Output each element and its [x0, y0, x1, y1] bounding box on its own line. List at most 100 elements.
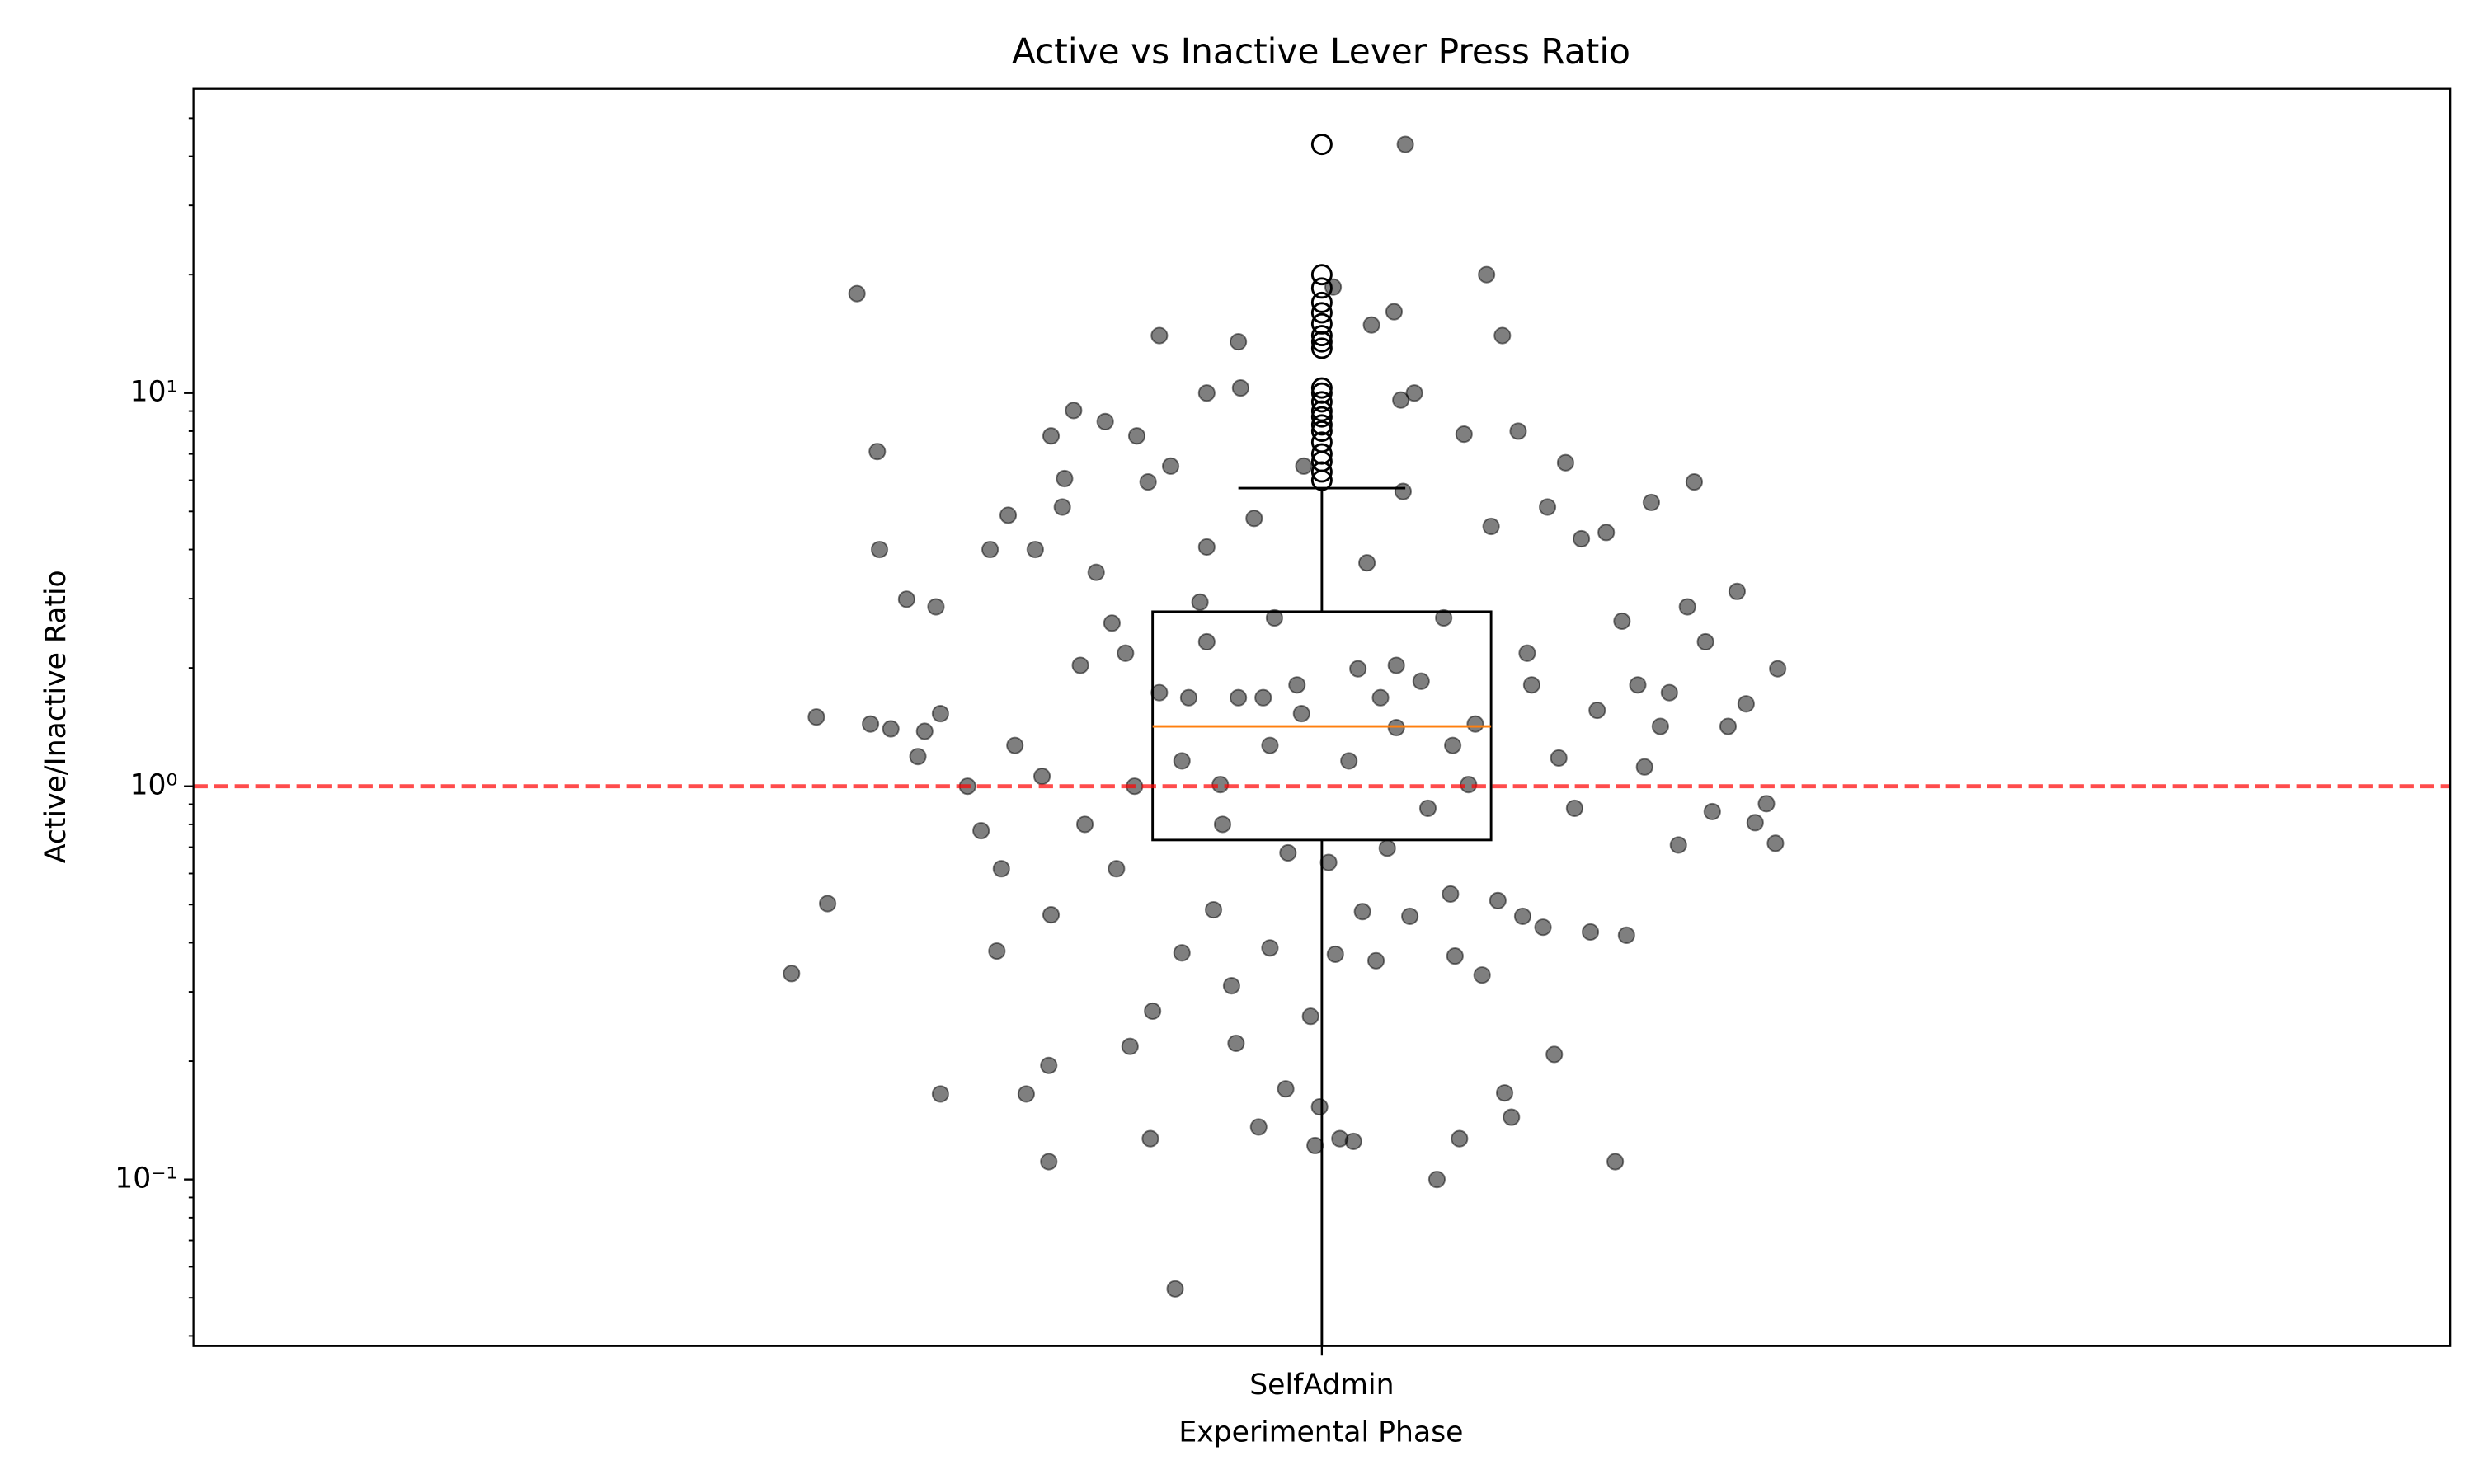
scatter-point	[927, 598, 945, 616]
scatter-point	[1538, 498, 1557, 516]
scatter-point	[1026, 540, 1044, 559]
scatter-point	[1150, 683, 1169, 702]
scatter-point	[1597, 524, 1616, 542]
scatter-point	[1197, 538, 1216, 556]
scatter-point	[1455, 425, 1473, 444]
scatter-point	[1042, 906, 1061, 924]
flier	[1310, 420, 1333, 442]
scatter-point	[1053, 498, 1071, 516]
scatter-point	[1191, 593, 1209, 611]
scatter-point	[1606, 1153, 1625, 1171]
scatter-point	[1141, 1129, 1159, 1148]
scatter-point	[870, 540, 889, 559]
scatter-point	[1728, 582, 1746, 600]
scatter-point	[1651, 717, 1669, 735]
scatter-point	[1696, 632, 1714, 651]
scatter-point	[909, 748, 927, 766]
scatter-point	[1405, 384, 1423, 402]
scatter-point	[1518, 644, 1536, 662]
scatter-point	[1635, 758, 1653, 776]
flier	[1310, 391, 1333, 413]
scatter-point	[1161, 457, 1180, 475]
scatter-point	[999, 506, 1018, 524]
scatter-point	[1678, 598, 1696, 616]
scatter-point	[1435, 608, 1453, 627]
scatter-point	[1310, 1097, 1329, 1116]
flier	[1310, 377, 1333, 399]
scatter-point	[1179, 688, 1198, 707]
scatter-point	[1288, 676, 1306, 694]
scatter-point	[1669, 836, 1687, 854]
y-tick-label: 10⁻¹	[115, 1162, 177, 1195]
scatter-point	[1265, 608, 1283, 627]
chart-title: Active vs Inactive Lever Press Ratio	[1012, 31, 1630, 72]
flier	[1310, 337, 1333, 359]
flier	[1310, 461, 1333, 483]
scatter-point	[1204, 900, 1223, 919]
scatter-point	[897, 590, 915, 608]
scatter-point	[1629, 676, 1647, 694]
scatter-point	[1117, 644, 1135, 662]
scatter-point	[1703, 802, 1721, 821]
scatter-point	[1378, 839, 1396, 857]
scatter-point	[1522, 676, 1540, 694]
scatter-point	[807, 708, 825, 726]
scatter-point	[1127, 427, 1146, 445]
scatter-point	[1769, 660, 1787, 678]
plot-area	[193, 134, 2451, 1346]
scatter-point	[1478, 265, 1496, 284]
scatter-point	[1108, 860, 1126, 878]
flier	[1310, 414, 1333, 436]
scatter-point	[1737, 695, 1755, 713]
scatter-point	[1418, 799, 1437, 817]
scatter-point	[1326, 945, 1344, 963]
scatter-point	[1065, 402, 1083, 420]
scatter-point	[1279, 843, 1297, 862]
scatter-point	[1319, 853, 1338, 871]
scatter-point	[1197, 632, 1216, 651]
scatter-point	[819, 895, 837, 913]
scatter-point	[1230, 333, 1248, 351]
scatter-point	[1387, 718, 1405, 737]
scatter-point	[1581, 923, 1600, 942]
scatter-point	[1173, 752, 1191, 770]
y-axis-label: Active/Inactive Ratio	[40, 570, 73, 863]
scatter-point	[1493, 326, 1512, 345]
scatter-point	[1295, 457, 1313, 475]
scatter-point	[915, 722, 934, 740]
scatter-point	[1545, 1045, 1564, 1064]
scatter-point	[1387, 656, 1405, 674]
scatter-point	[1340, 752, 1358, 770]
scatter-point	[1249, 1118, 1268, 1136]
scatter-point	[1565, 799, 1583, 817]
scatter-point	[868, 443, 887, 461]
scatter-point	[1482, 517, 1500, 536]
scatter-point	[1087, 563, 1105, 581]
scatter-point	[882, 720, 900, 738]
scatter-point	[1473, 966, 1491, 984]
x-tick-label: SelfAdmin	[1249, 1369, 1394, 1402]
flier	[1310, 325, 1333, 347]
scatter-point	[1385, 303, 1404, 321]
scatter-point	[1495, 1084, 1514, 1102]
scatter-point	[1451, 1129, 1469, 1148]
scatter-point	[1685, 473, 1703, 491]
scatter-point	[1227, 1034, 1245, 1053]
scatter-point	[1513, 907, 1532, 925]
scatter-point	[1071, 656, 1089, 674]
scatter-point	[1121, 1037, 1139, 1055]
scatter-point	[988, 942, 1006, 960]
scatter-point	[1344, 1132, 1362, 1150]
scatter-point	[1412, 672, 1430, 690]
scatter-point	[1613, 612, 1631, 630]
scatter-point	[1362, 316, 1380, 334]
scatter-point	[1444, 736, 1462, 754]
scatter-point	[1075, 815, 1094, 834]
scatter-point	[1231, 379, 1249, 397]
scatter-point	[1032, 768, 1051, 786]
scatter-point	[1103, 614, 1121, 632]
scatter-point	[1166, 1280, 1184, 1298]
scatter-point	[1245, 510, 1263, 528]
scatter-point	[1292, 705, 1310, 723]
